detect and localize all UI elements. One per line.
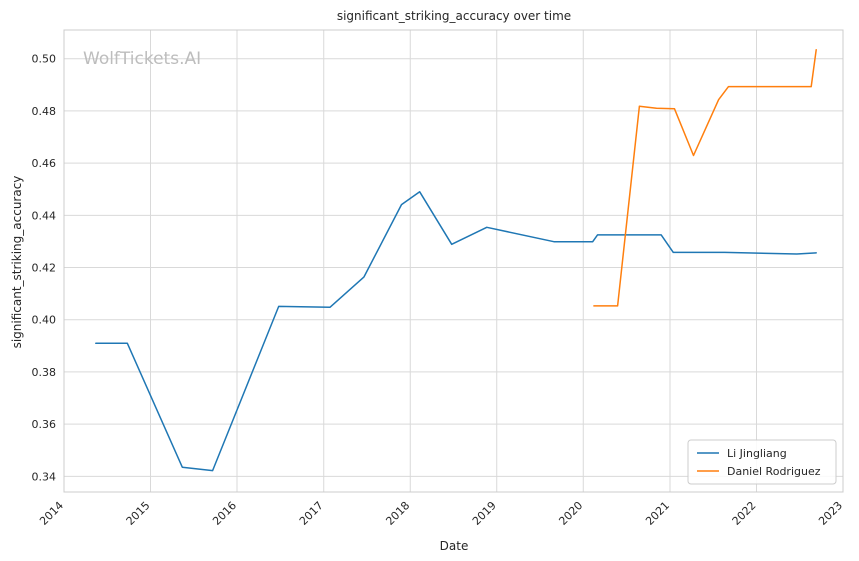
- legend-entry-daniel-rodriguez: Daniel Rodriguez: [727, 465, 821, 478]
- y-axis-label: significant_striking_accuracy: [10, 176, 24, 349]
- y-axis-ticks: 0.34 0.36 0.38 0.40 0.42 0.44 0.46 0.48 0.50: [32, 53, 57, 484]
- y-tick-label: 0.48: [32, 105, 57, 118]
- y-tick-label: 0.36: [32, 418, 57, 431]
- legend-box: [687, 439, 837, 485]
- plot-area-border: [63, 29, 844, 493]
- y-tick-label: 0.38: [32, 366, 57, 379]
- y-tick-label: 0.50: [32, 53, 57, 66]
- legend: Li Jingliang Daniel Rodriguez: [687, 439, 837, 485]
- y-tick-label: 0.40: [32, 314, 57, 327]
- y-tick-label: 0.44: [32, 209, 57, 222]
- chart-title: significant_striking_accuracy over time: [337, 9, 571, 23]
- legend-entry-li-jingliang: Li Jingliang: [727, 447, 787, 460]
- y-tick-label: 0.42: [32, 262, 57, 275]
- series-line-daniel-rodriguez: [593, 49, 817, 307]
- x-axis-label: Date: [440, 539, 469, 553]
- y-tick-label: 0.46: [32, 157, 57, 170]
- plot-frame: [63, 29, 844, 493]
- series-line-li-jingliang: [95, 191, 817, 472]
- series-layer: [95, 49, 817, 472]
- watermark: WolfTickets.AI: [83, 49, 201, 69]
- y-tick-label: 0.34: [32, 470, 57, 483]
